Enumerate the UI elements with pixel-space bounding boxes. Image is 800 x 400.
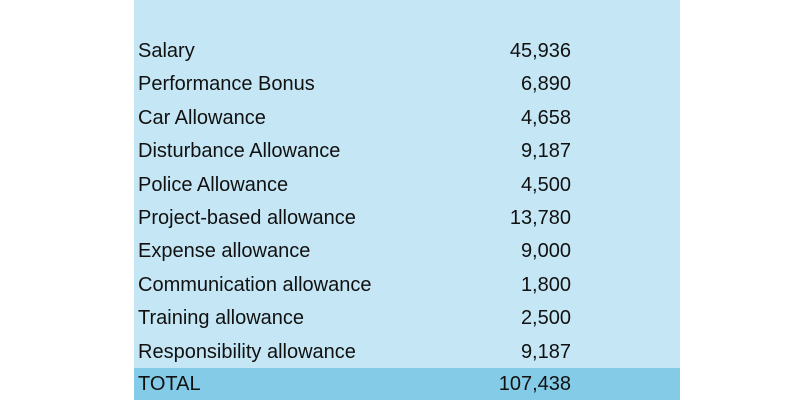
row-value: 45,936 [509,40,571,62]
row-label: Salary [138,40,195,62]
table-row: Project-based allowance 13,780 [134,202,680,235]
total-label: TOTAL [138,373,201,395]
row-value: 6,890 [520,73,571,96]
row-label: Disturbance Allowance [138,140,341,163]
row-label: Responsibility allowance [138,340,356,363]
row-value: 9,000 [520,240,571,263]
row-label: Police Allowance [138,173,289,196]
row-label: Training allowance [138,307,305,330]
table-row: Performance Bonus 6,890 [134,68,680,101]
row-value: 13,780 [509,206,571,229]
total-row: TOTAL 107,438 [134,368,680,400]
table-row: Car Allowance 4,658 [134,102,680,135]
row-value: 4,658 [520,106,571,129]
table-row: Disturbance Allowance 9,187 [134,135,680,168]
row-value: 9,187 [520,340,571,363]
allowance-table: Salary 45,936 Performance Bonus 6,890 Ca… [134,0,680,400]
row-value: 9,187 [520,140,571,163]
row-label: Communication allowance [138,273,372,296]
row-value: 1,800 [520,273,571,296]
table-row: Expense allowance 9,000 [134,235,680,268]
row-value: 4,500 [520,173,571,196]
row-value: 2,500 [520,307,571,330]
row-label: Project-based allowance [138,206,356,229]
total-value: 107,438 [498,373,571,395]
table-row: Responsibility allowance 9,187 [134,336,680,369]
table-body: Salary 45,936 Performance Bonus 6,890 Ca… [134,35,680,369]
table-row: Communication allowance 1,800 [134,269,680,302]
row-label: Performance Bonus [138,73,315,96]
row-label: Expense allowance [138,240,311,263]
table-row: Training allowance 2,500 [134,302,680,335]
table-row: Salary 45,936 [134,35,680,68]
table-row: Police Allowance 4,500 [134,169,680,202]
row-label: Car Allowance [138,106,266,129]
